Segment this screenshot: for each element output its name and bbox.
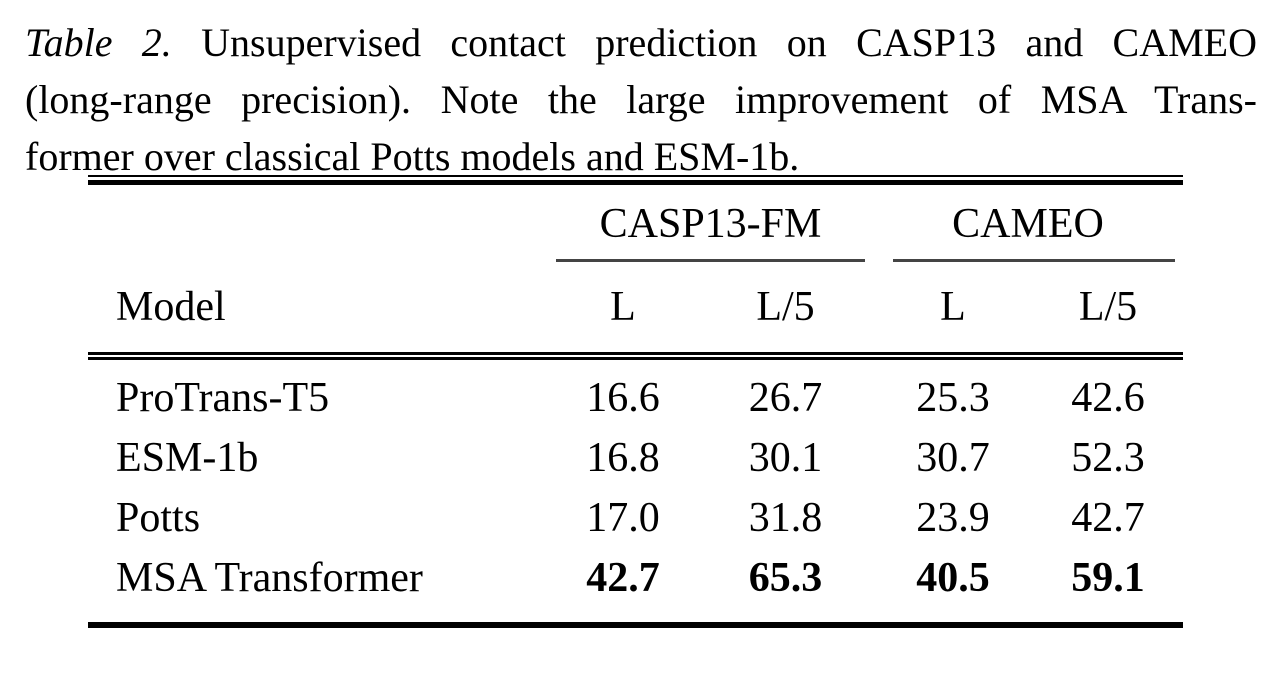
column-header-model: Model bbox=[116, 284, 226, 330]
table-caption: Table 2. Unsupervised contact prediction… bbox=[25, 14, 1257, 185]
value-cell: 40.5 bbox=[916, 555, 990, 601]
bottom-rule bbox=[88, 622, 1183, 628]
value-cell: 52.3 bbox=[1071, 435, 1145, 481]
value-cell: 26.7 bbox=[748, 375, 823, 421]
model-name-cell: ESM-1b bbox=[116, 435, 259, 481]
value-cell: 17.0 bbox=[586, 495, 660, 541]
column-header-cameo-l: L bbox=[940, 284, 966, 330]
caption-line-1: Table 2. Unsupervised contact prediction… bbox=[25, 14, 1257, 71]
table-row: MSA Transformer 42.7 65.3 40.5 59.1 bbox=[88, 548, 1183, 622]
table-row: ESM-1b 16.8 30.1 30.7 52.3 bbox=[88, 428, 1183, 488]
caption-line-2: (long-range precision). Note the large i… bbox=[25, 77, 1257, 122]
column-header-casp13-l: L bbox=[610, 284, 636, 330]
cmidrule-casp13-fm bbox=[556, 259, 865, 262]
caption-line-1-text: Unsupervised contact prediction on CASP1… bbox=[201, 20, 1257, 65]
group-label-casp13-fm: CASP13-FM bbox=[599, 201, 822, 247]
table-foot bbox=[88, 622, 1183, 628]
value-cell: 42.6 bbox=[1071, 375, 1145, 421]
value-cell: 30.1 bbox=[748, 435, 823, 481]
top-rule-row bbox=[88, 175, 1183, 185]
top-rule bbox=[88, 175, 1183, 185]
value-cell: 16.8 bbox=[586, 435, 660, 481]
group-header-casp13-fm: CASP13-FM bbox=[548, 185, 873, 262]
value-cell: 59.1 bbox=[1071, 555, 1145, 601]
column-header-casp13-l5: L/5 bbox=[756, 284, 815, 330]
model-name-cell: Potts bbox=[116, 495, 201, 541]
group-header-row: CASP13-FM CAMEO bbox=[88, 185, 1183, 262]
column-header-cameo-l5: L/5 bbox=[1078, 284, 1138, 330]
table-body: ProTrans-T5 16.6 26.7 25.3 42.6 ESM-1b 1… bbox=[88, 360, 1183, 622]
caption-label: Table 2. bbox=[25, 20, 172, 65]
value-cell: 42.7 bbox=[586, 555, 660, 601]
value-cell: 25.3 bbox=[916, 375, 990, 421]
column-header-row: Model L L/5 L L/5 bbox=[88, 262, 1183, 352]
group-header-cameo: CAMEO bbox=[873, 185, 1183, 262]
mid-rule-row bbox=[88, 352, 1183, 360]
table-head: CASP13-FM CAMEO Model L L/5 L L/5 bbox=[88, 175, 1183, 360]
model-name-cell: MSA Transformer bbox=[116, 555, 423, 601]
value-cell: 31.8 bbox=[748, 495, 823, 541]
value-cell: 42.7 bbox=[1071, 495, 1145, 541]
table-row: ProTrans-T5 16.6 26.7 25.3 42.6 bbox=[88, 360, 1183, 428]
value-cell: 65.3 bbox=[748, 555, 823, 601]
group-header-spacer bbox=[88, 185, 548, 262]
value-cell: 23.9 bbox=[916, 495, 990, 541]
mid-rule bbox=[88, 352, 1183, 360]
caption-line-3: former over classical Potts models and E… bbox=[25, 134, 800, 179]
bottom-rule-row bbox=[88, 622, 1183, 628]
model-name-cell: ProTrans-T5 bbox=[116, 375, 330, 421]
value-cell: 16.6 bbox=[586, 375, 660, 421]
group-label-cameo: CAMEO bbox=[952, 201, 1104, 247]
results-table: CASP13-FM CAMEO Model L L/5 L L/5 bbox=[88, 175, 1183, 628]
table-row: Potts 17.0 31.8 23.9 42.7 bbox=[88, 488, 1183, 548]
cmidrule-cameo bbox=[893, 259, 1175, 262]
value-cell: 30.7 bbox=[916, 435, 990, 481]
